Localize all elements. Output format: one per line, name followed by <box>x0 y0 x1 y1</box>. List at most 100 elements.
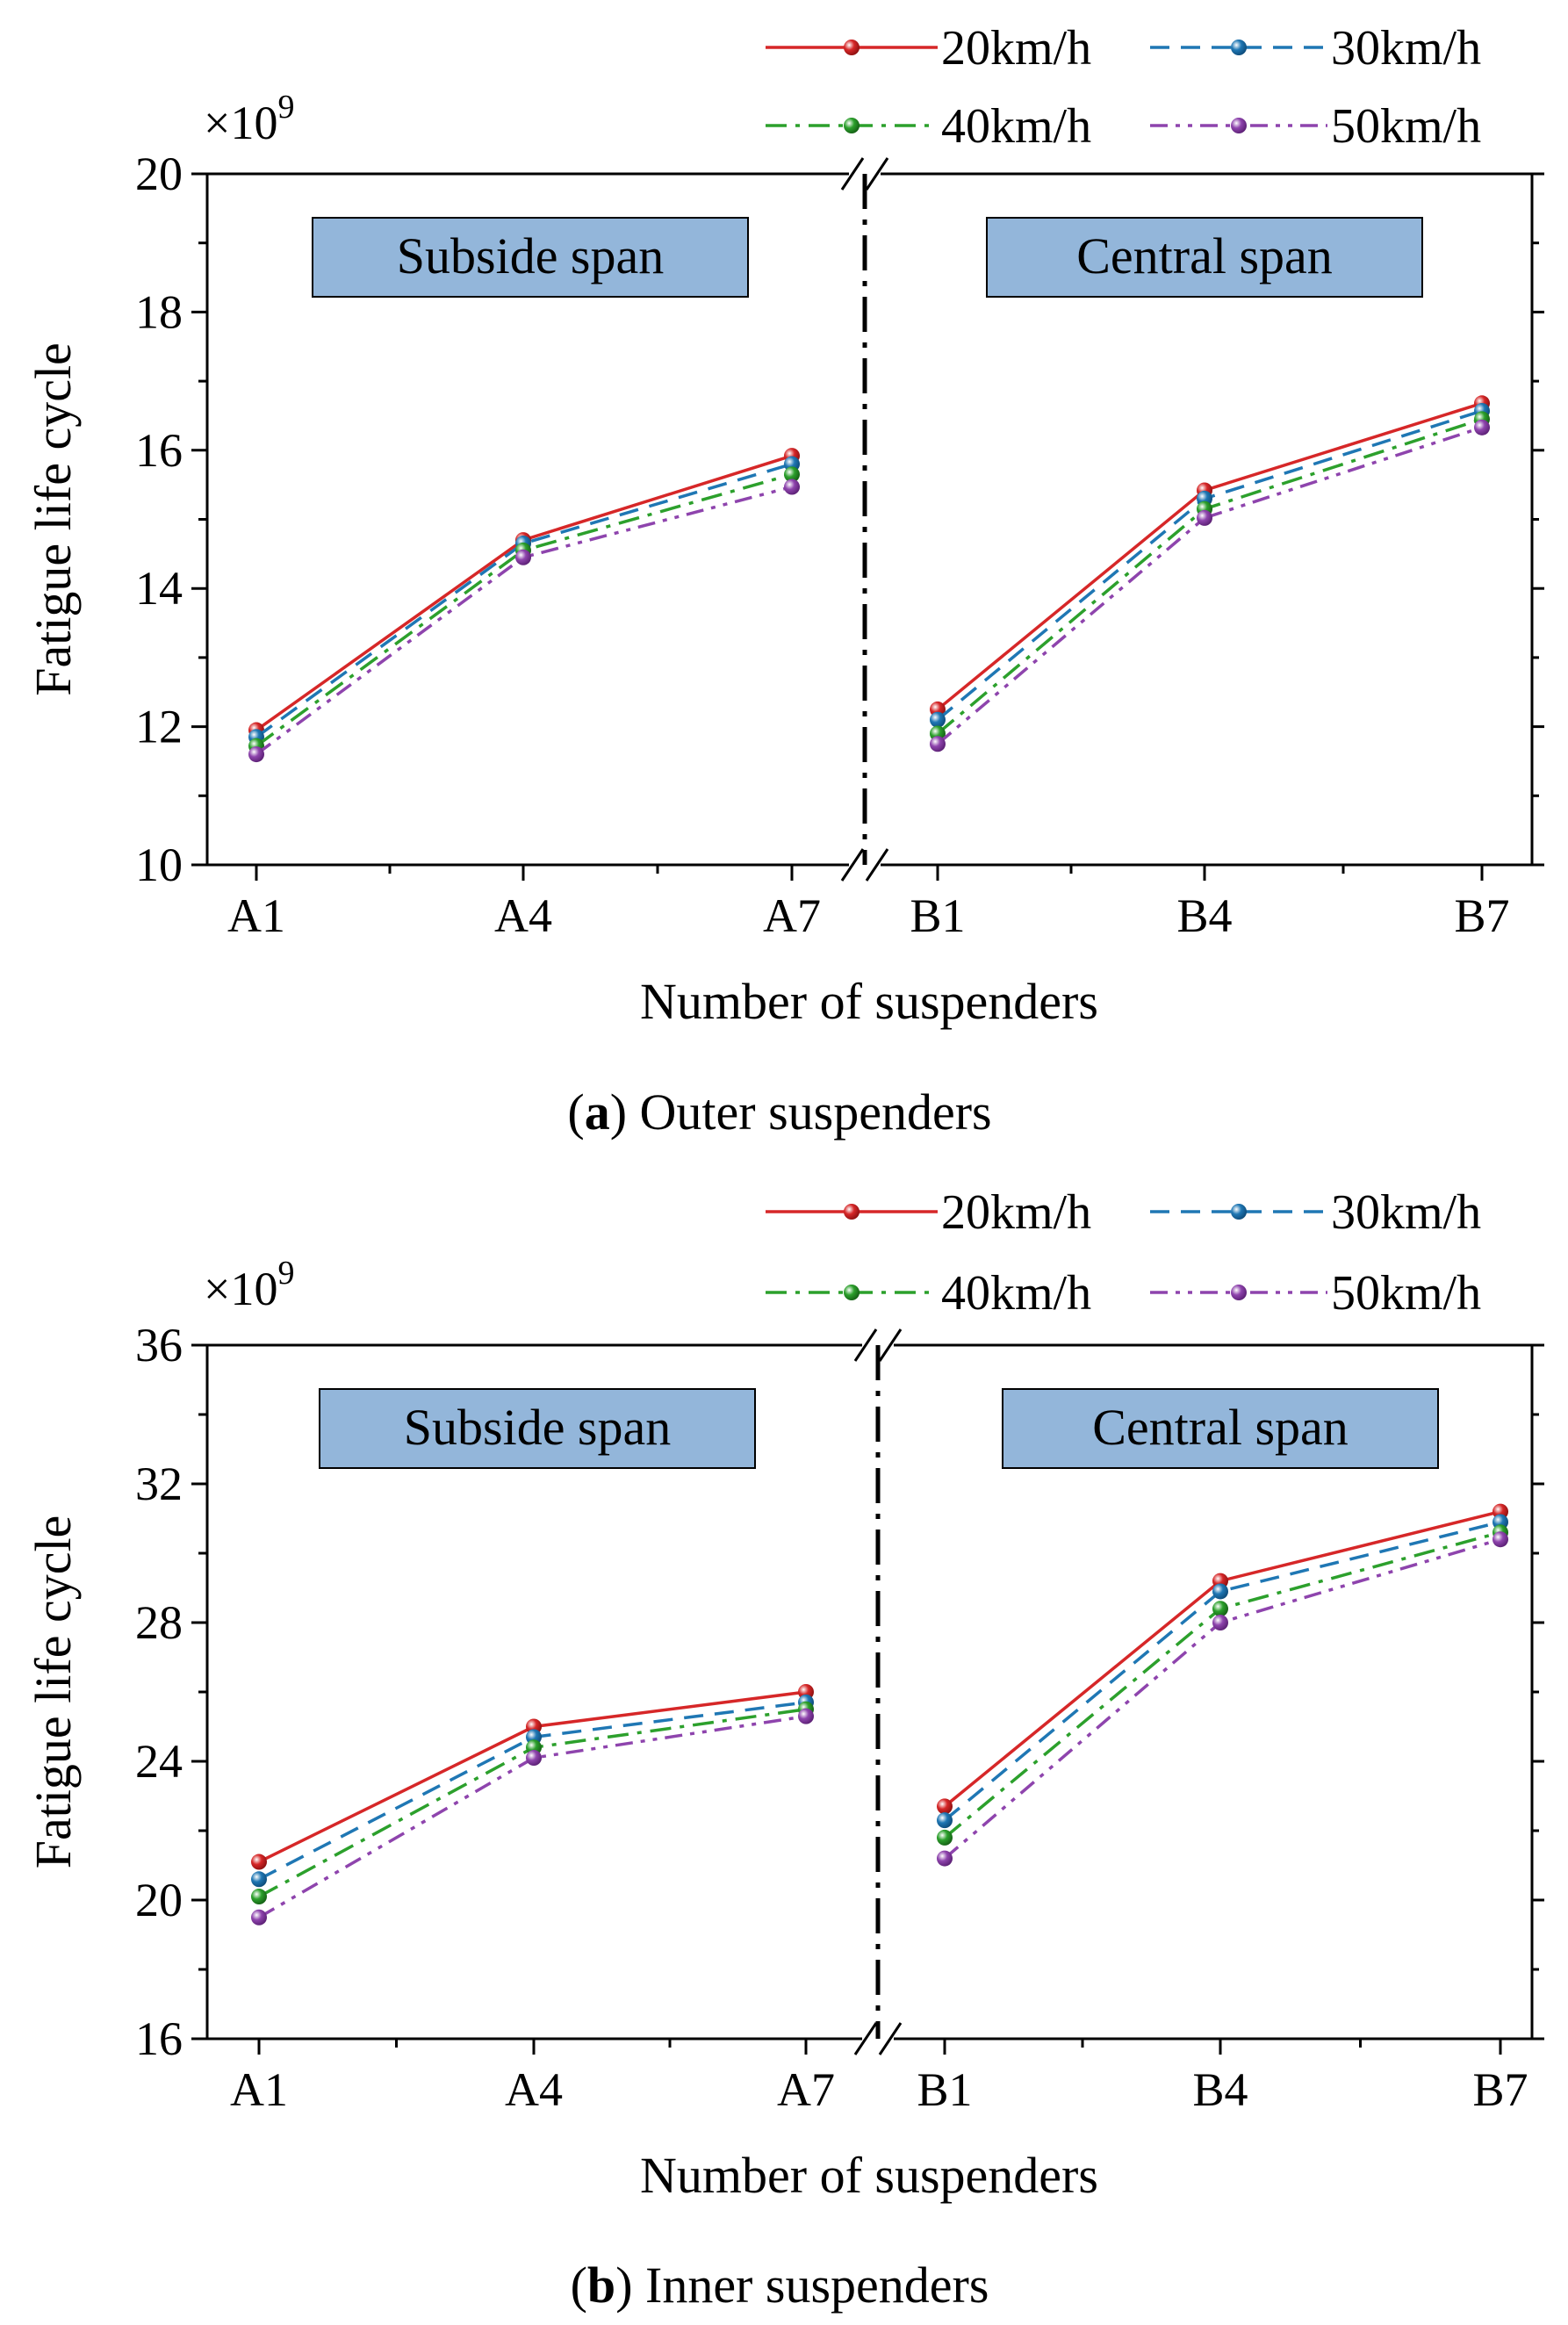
legend-marker-30km/h <box>1231 1204 1247 1220</box>
subside-span-label: Subside span <box>404 1399 672 1456</box>
legend-marker-50km/h <box>1231 118 1247 133</box>
legend-label-50km/h: 50km/h <box>1331 99 1481 154</box>
x-tick-label: B4 <box>1192 2063 1248 2116</box>
x-tick-label: B4 <box>1176 889 1232 942</box>
x-tick-label: A7 <box>763 889 821 942</box>
x-tick-label: B1 <box>917 2063 972 2116</box>
y-multiplier: ×109 <box>204 89 294 149</box>
data-point-50km/h <box>248 746 264 763</box>
y-tick-label: 32 <box>135 1458 183 1510</box>
legend-label-40km/h: 40km/h <box>941 99 1091 154</box>
caption-a-letter: a <box>585 1083 610 1141</box>
axis-break-mark <box>878 1328 903 1362</box>
series-line-30km/h-central <box>943 1520 1501 1822</box>
data-point-20km/h <box>937 1798 953 1815</box>
caption-b-open: ( <box>571 2257 587 2314</box>
x-tick-label: B7 <box>1472 2063 1528 2116</box>
data-point-50km/h <box>515 549 531 565</box>
data-point-40km/h <box>784 466 800 483</box>
x-tick-label: A1 <box>230 2063 288 2116</box>
caption-b: (b) Inner suspenders <box>571 2257 989 2314</box>
axis-break-mark <box>865 848 889 882</box>
y-multiplier-exponent: 9 <box>277 89 294 126</box>
axis-break-mark <box>853 1328 878 1362</box>
axis-break-mark <box>840 848 865 882</box>
data-point-50km/h <box>526 1750 542 1767</box>
data-point-30km/h <box>1212 1583 1228 1600</box>
y-tick-label: 24 <box>135 1735 183 1788</box>
central-span-box <box>1002 1388 1439 1469</box>
x-tick-label: A1 <box>227 889 285 942</box>
x-axis-label: Number of suspenders <box>640 973 1098 1030</box>
series-line-50km/h-subside <box>255 485 793 756</box>
series-line-40km/h-central <box>936 417 1483 735</box>
central-span-label: Central span <box>1076 227 1333 284</box>
x-tick-label: B1 <box>910 889 965 942</box>
y-tick-label: 20 <box>135 1874 183 1926</box>
legend-marker-20km/h <box>844 40 860 55</box>
legend-marker-20km/h <box>844 1204 860 1220</box>
series-line-50km/h-central <box>936 426 1483 745</box>
legend-marker-50km/h <box>1231 1285 1247 1300</box>
legend-marker-40km/h <box>844 118 860 133</box>
data-point-50km/h <box>798 1708 814 1724</box>
y-tick-label: 12 <box>135 701 183 753</box>
data-point-50km/h <box>937 1850 953 1867</box>
caption-a-text: ) Outer suspenders <box>610 1083 992 1141</box>
data-point-50km/h <box>1197 509 1212 526</box>
central-span-label: Central span <box>1092 1399 1349 1456</box>
data-point-30km/h <box>937 1812 953 1829</box>
series-line-40km/h-subside <box>255 472 793 748</box>
series-line-20km/h-central <box>936 401 1483 711</box>
subside-span-box <box>319 1388 756 1469</box>
y-tick-label: 20 <box>135 148 183 200</box>
data-point-40km/h <box>937 1829 953 1846</box>
data-point-50km/h <box>930 736 946 752</box>
legend-label-40km/h: 40km/h <box>941 1266 1091 1321</box>
data-point-50km/h <box>1492 1531 1508 1548</box>
legend-label-30km/h: 30km/h <box>1331 21 1481 76</box>
axis-break-mark <box>853 2022 878 2055</box>
x-axis-label: Number of suspenders <box>640 2147 1098 2204</box>
subside-span-label: Subside span <box>397 227 665 284</box>
data-point-50km/h <box>251 1909 267 1926</box>
data-point-50km/h <box>1474 419 1490 435</box>
data-point-20km/h <box>251 1854 267 1870</box>
y-axis-label: Fatigue life cycle <box>25 1515 82 1869</box>
y-multiplier-exponent: 9 <box>277 1255 294 1292</box>
legend-label-20km/h: 20km/h <box>941 1185 1091 1240</box>
chart-outer-suspenders: 10 12 14 16 18 20 A1 A4 A7 B1 B4 B7 Number of suspen… <box>25 21 1544 1030</box>
data-point-30km/h <box>251 1871 267 1888</box>
y-axis-label: Fatigue life cycle <box>25 342 82 696</box>
y-multiplier: ×109 <box>204 1255 294 1315</box>
axis-break-mark <box>878 2022 903 2055</box>
axis-break-mark <box>840 157 865 191</box>
y-tick-label: 10 <box>135 839 183 891</box>
y-multiplier-base: ×10 <box>204 1263 277 1315</box>
legend-label-20km/h: 20km/h <box>941 21 1091 76</box>
legend-marker-30km/h <box>1231 40 1247 55</box>
y-tick-label: 16 <box>135 2012 183 2065</box>
caption-a: (a) Outer suspenders <box>567 1083 991 1141</box>
central-span-box <box>986 217 1423 298</box>
y-multiplier-base: ×10 <box>204 97 277 149</box>
x-tick-label: A4 <box>494 889 552 942</box>
x-tick-label: B7 <box>1454 889 1509 942</box>
y-tick-label: 14 <box>135 562 183 615</box>
series-line-30km/h-subside <box>255 462 793 738</box>
y-tick-label: 36 <box>135 1319 183 1371</box>
axis-break-mark <box>865 157 889 191</box>
x-tick-label: A7 <box>777 2063 835 2116</box>
legend-marker-40km/h <box>844 1285 860 1300</box>
caption-b-letter: b <box>587 2257 615 2314</box>
data-point-50km/h <box>784 479 800 495</box>
y-tick-label: 16 <box>135 424 183 477</box>
caption-a-open: ( <box>567 1083 584 1141</box>
subside-span-box <box>312 217 749 298</box>
y-tick-label: 18 <box>135 285 183 338</box>
caption-b-text: ) Inner suspenders <box>615 2257 989 2314</box>
data-point-40km/h <box>251 1889 267 1905</box>
data-point-30km/h <box>930 711 946 728</box>
data-point-40km/h <box>1212 1601 1228 1617</box>
legend-label-50km/h: 50km/h <box>1331 1266 1481 1321</box>
